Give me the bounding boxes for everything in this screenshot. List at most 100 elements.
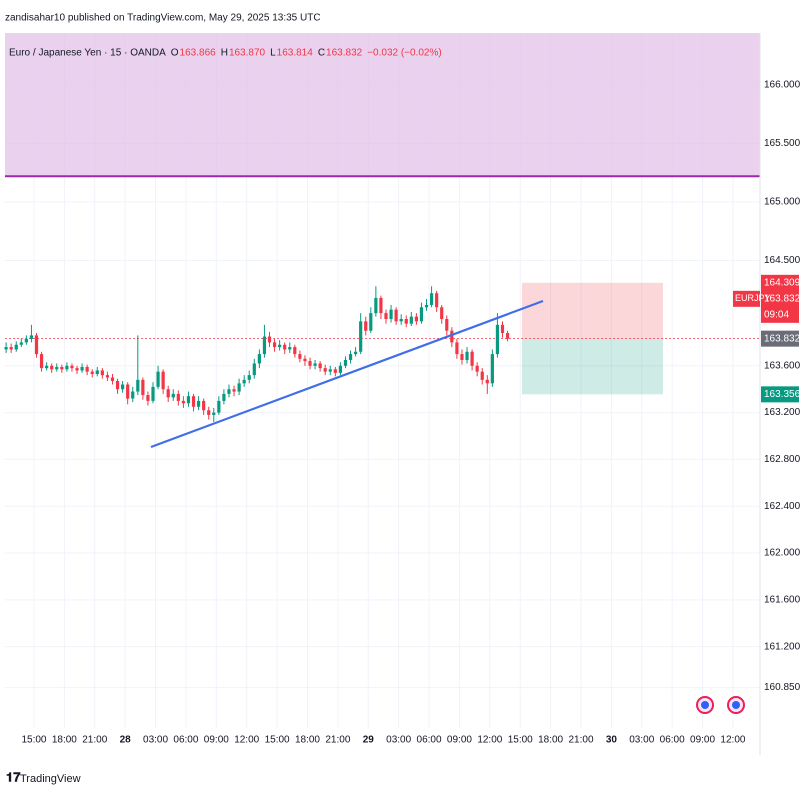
candle-body: [191, 396, 196, 407]
x-tick-label: 18:00: [538, 735, 563, 746]
zone: [5, 33, 760, 177]
y-tick-label: 162.800: [764, 454, 800, 465]
x-tick-label: 29: [363, 735, 375, 746]
candle-body: [500, 324, 505, 334]
candle-body: [247, 375, 251, 380]
candle-body: [303, 358, 307, 362]
publisher-line: zandisahar10 published on TradingView.co…: [5, 13, 321, 24]
candle-body: [343, 359, 348, 366]
legend-value: 163.814: [277, 48, 314, 59]
candle-body: [338, 365, 343, 373]
entry-label: 163.832: [764, 333, 800, 344]
candle-body: [445, 318, 449, 331]
y-tick-label: 162.000: [764, 548, 800, 559]
candle-body: [369, 313, 373, 331]
x-tick-label: 09:00: [204, 735, 229, 746]
candle-body: [348, 354, 353, 360]
candle-body: [24, 338, 28, 343]
candle-body: [29, 335, 34, 339]
candle-body: [252, 363, 256, 376]
x-tick-label: 21:00: [325, 735, 350, 746]
candle-body: [272, 342, 277, 348]
candle-body: [196, 400, 201, 407]
x-tick-label: 15:00: [21, 735, 46, 746]
x-tick-label: 06:00: [660, 735, 685, 746]
candle-body: [39, 354, 44, 369]
x-tick-label: 21:00: [82, 735, 107, 746]
x-tick-label: 03:00: [386, 735, 411, 746]
candle-body: [237, 383, 241, 392]
candle-body: [100, 370, 104, 376]
candle-body: [409, 316, 413, 324]
candle-body: [212, 412, 216, 415]
y-tick-label: 164.500: [764, 255, 800, 266]
icon-b: [727, 696, 745, 714]
legend-value: 163.832: [326, 48, 363, 59]
candle-body: [222, 393, 226, 401]
candle-body: [70, 365, 74, 369]
candle-body: [465, 351, 469, 360]
candle-body: [75, 368, 79, 371]
candle-body: [156, 371, 160, 387]
candle-body: [323, 368, 327, 372]
candle-body: [141, 379, 145, 396]
y-tick-label: 162.400: [764, 501, 800, 512]
candle-body: [288, 347, 292, 350]
candle-body: [202, 400, 206, 411]
candle-body: [414, 316, 418, 322]
candle-body: [207, 410, 211, 415]
x-tick-label: 03:00: [143, 735, 168, 746]
legend-key: H: [221, 48, 228, 59]
legend-change: −0.032 (−0.02%): [367, 48, 442, 59]
current-price-box: [761, 274, 799, 323]
candle-body: [359, 321, 363, 352]
legend: Euro / Japanese Yen · 15 · OANDA O 163.86…: [9, 48, 442, 59]
candle-body: [283, 344, 287, 350]
y-tick-label: 165.000: [764, 197, 800, 208]
candle-body: [45, 365, 49, 369]
candle-body: [115, 381, 120, 390]
candle-body: [257, 354, 261, 364]
x-tick-label: 30: [606, 735, 618, 746]
x-tick-label: 18:00: [52, 735, 77, 746]
candle-body: [505, 333, 510, 339]
legend-value: 163.866: [180, 48, 217, 59]
x-tick-label: 15:00: [508, 735, 533, 746]
candle-body: [354, 351, 358, 355]
candle-body: [364, 321, 368, 331]
current-price-text: 09:04: [764, 309, 789, 320]
target-label-bg: [761, 386, 799, 403]
x-tick-label: 28: [120, 735, 132, 746]
candle-body: [121, 384, 125, 390]
candle-body: [450, 330, 454, 343]
legend-key: L: [270, 48, 276, 59]
candle-body: [151, 386, 155, 401]
y-tick-label: 160.850: [764, 682, 800, 693]
candle-body: [232, 389, 236, 392]
stop-zone: [521, 282, 663, 339]
candle-body: [95, 370, 99, 374]
candle-body: [278, 344, 282, 348]
logo-mark: 𝟏𝟕: [6, 769, 21, 784]
x-tick-label: 15:00: [265, 735, 290, 746]
symbol-tag: EURJPY: [735, 293, 771, 303]
candle-body: [4, 347, 8, 350]
target-label: 163.356: [764, 389, 800, 400]
target-zone: [521, 338, 663, 395]
y-tick-label: 165.500: [764, 138, 800, 149]
candle-body: [293, 347, 297, 355]
candle-body: [146, 395, 150, 401]
icon-a: [696, 696, 714, 714]
candle-body: [470, 351, 474, 366]
brand[interactable]: TradingView: [20, 773, 81, 785]
candle-body: [85, 366, 89, 372]
legend-key: C: [318, 48, 325, 59]
candle-body: [186, 396, 191, 404]
candle-body: [318, 363, 322, 369]
candle-body: [404, 318, 408, 324]
legend-value: 163.870: [229, 48, 266, 59]
candle-body: [298, 354, 302, 359]
candle-body: [308, 361, 312, 366]
candle-body: [394, 309, 398, 322]
